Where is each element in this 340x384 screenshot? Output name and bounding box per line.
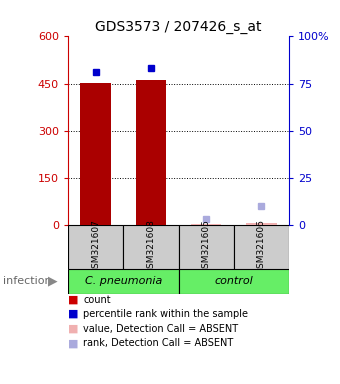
Text: percentile rank within the sample: percentile rank within the sample (83, 309, 248, 319)
Text: rank, Detection Call = ABSENT: rank, Detection Call = ABSENT (83, 338, 234, 348)
Bar (68, 225, 123, 269)
Text: GSM321607: GSM321607 (91, 219, 100, 274)
Bar (234, 225, 289, 269)
Text: GSM321605: GSM321605 (202, 219, 210, 274)
Bar (178, 269, 289, 294)
Text: ■: ■ (68, 338, 78, 348)
Text: C. pneumonia: C. pneumonia (85, 276, 162, 286)
Bar (178, 225, 234, 269)
Bar (136, 80, 166, 225)
Text: value, Detection Call = ABSENT: value, Detection Call = ABSENT (83, 324, 238, 334)
Bar (191, 224, 221, 225)
Text: GSM321608: GSM321608 (147, 219, 155, 274)
Text: count: count (83, 295, 111, 305)
Text: ▶: ▶ (48, 275, 57, 288)
Bar (123, 225, 178, 269)
Text: ■: ■ (68, 324, 78, 334)
Text: control: control (215, 276, 253, 286)
Text: infection: infection (3, 276, 52, 286)
Text: ■: ■ (68, 309, 78, 319)
Bar (246, 223, 276, 225)
Text: GSM321606: GSM321606 (257, 219, 266, 274)
Bar (81, 83, 111, 225)
Bar (68, 269, 178, 294)
Text: ■: ■ (68, 295, 78, 305)
Title: GDS3573 / 207426_s_at: GDS3573 / 207426_s_at (95, 20, 262, 34)
